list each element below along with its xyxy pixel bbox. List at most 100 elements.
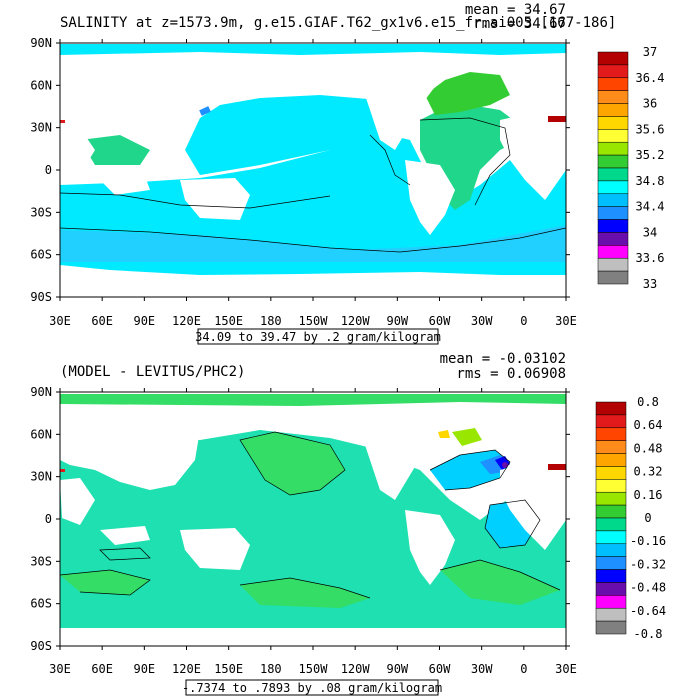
lat-label: 90S — [30, 639, 52, 653]
colorbar-swatch — [597, 270, 629, 285]
colorbar-label: 34 — [643, 225, 657, 239]
lon-label: 30E — [49, 314, 71, 328]
colorbar-label: 34.4 — [636, 200, 665, 214]
lat-label: 0 — [45, 512, 52, 526]
panel2-med-patch — [60, 469, 65, 472]
panel2-arctic — [60, 394, 566, 406]
lon-label: 0 — [520, 314, 527, 328]
colorbar-label: 35.6 — [636, 122, 665, 136]
colorbar-swatch — [595, 595, 627, 609]
panel2-atlantic-min — [502, 462, 508, 468]
lat-label: 60N — [30, 78, 52, 92]
lat-label: 30S — [30, 554, 52, 568]
colorbar-swatch — [597, 103, 629, 117]
colorbar-label: -0.48 — [630, 581, 666, 595]
panel1-south-band — [60, 225, 566, 262]
lon-label: 30E — [555, 314, 577, 328]
panel2-south-atlantic-green — [440, 560, 560, 605]
colorbar-swatch — [595, 466, 627, 480]
panel1-lat-axis: 90N 60N 30N 0 30S 60S 90S — [30, 36, 570, 304]
colorbar-swatch — [595, 530, 627, 545]
lon-label: 90E — [133, 314, 155, 328]
colorbar-swatch — [597, 116, 629, 130]
panel1-colorbar: 37 36.4 36 35.6 35.2 34.8 34.4 34 33.6 33 — [597, 45, 665, 291]
panel2-np-green — [240, 432, 345, 495]
colorbar-swatch — [595, 401, 627, 416]
lon-label: 60E — [91, 314, 113, 328]
panel2-labrador-yellow — [438, 430, 450, 438]
panel1-range-label: 34.09 to 39.47 by .2 gram/kilogram — [195, 330, 441, 344]
colorbar-label: 36.4 — [636, 71, 665, 85]
lon-label: 150E — [214, 314, 243, 328]
panel-salinity: SALINITY at z=1573.9m, g.e15.GIAF.T62_gx… — [30, 2, 665, 345]
panel2-title: (MODEL - LEVITUS/PHC2) — [60, 364, 245, 380]
lon-label: 180 — [260, 314, 282, 328]
lat-label: 90S — [30, 290, 52, 304]
lon-label: 150E — [214, 662, 243, 676]
panel1-indian-green — [80, 135, 150, 165]
lon-label: 30E — [49, 662, 71, 676]
colorbar-swatch — [597, 232, 629, 246]
colorbar-swatch — [595, 517, 627, 532]
lon-label: 90W — [386, 314, 408, 328]
colorbar-label: 33 — [643, 277, 657, 291]
colorbar-label: 0.48 — [634, 441, 663, 455]
colorbar-swatch — [595, 504, 627, 519]
colorbar-swatch — [597, 219, 629, 233]
panel1-atlantic-north — [425, 72, 510, 115]
colorbar-swatch — [595, 414, 627, 429]
lat-label: 60S — [30, 248, 52, 262]
colorbar-label: 0.32 — [634, 465, 663, 479]
panel1-contours — [60, 117, 566, 253]
colorbar-swatch — [595, 479, 627, 493]
colorbar-swatch — [595, 543, 627, 557]
colorbar-swatch — [595, 620, 627, 635]
colorbar-label: 0.16 — [634, 488, 663, 502]
panel1-map — [60, 43, 566, 297]
panel1-title: SALINITY at z=1573.9m, g.e15.GIAF.T62_gx… — [60, 15, 616, 31]
colorbar-swatch — [597, 257, 629, 272]
lat-label: 90N — [30, 36, 52, 50]
panel1-lon-axis: 30E 60E 90E 120E 150E 180 150W 120W 90W 60W 30W 0 30… — [49, 39, 577, 328]
panel2-lat-axis: 90N 60N 30N 0 30S 60S 90S — [30, 385, 570, 653]
colorbar-label: -0.16 — [630, 534, 666, 548]
colorbar-swatch — [595, 453, 627, 467]
colorbar-label: 35.2 — [636, 148, 665, 162]
colorbar-label: -0.32 — [630, 557, 666, 571]
colorbar-swatch — [595, 556, 627, 570]
colorbar-label: 0.8 — [637, 395, 659, 409]
colorbar-label: 0 — [644, 511, 651, 525]
colorbar-swatch — [597, 129, 629, 143]
colorbar-swatch — [595, 569, 627, 583]
panel2-ocean-field — [60, 430, 566, 628]
colorbar-swatch — [597, 193, 629, 207]
colorbar-label: 36 — [643, 97, 657, 111]
colorbar-label: -0.8 — [634, 627, 663, 641]
colorbar-swatch — [597, 206, 629, 220]
colorbar-swatch — [595, 491, 627, 506]
colorbar-swatch — [597, 154, 629, 169]
colorbar-swatch — [595, 582, 627, 596]
colorbar-swatch — [595, 427, 627, 441]
panel1-land — [60, 58, 566, 297]
panel-difference: (MODEL - LEVITUS/PHC2) mean = -0.03102 r… — [30, 351, 666, 696]
colorbar-label: 33.6 — [636, 251, 665, 265]
lat-label: 60N — [30, 427, 52, 441]
panel1-range-box — [197, 328, 439, 345]
lon-label: 120E — [172, 662, 201, 676]
colorbar-swatch — [597, 90, 629, 104]
lat-label: 90N — [30, 385, 52, 399]
panel2-contours — [60, 431, 561, 599]
panel2-rms: rms = 0.06908 — [456, 366, 566, 382]
panel1-rms: rms = 34.67 — [473, 16, 566, 32]
lon-label: 180 — [260, 662, 282, 676]
panel2-map — [60, 392, 566, 646]
lat-label: 30N — [30, 470, 52, 484]
lon-label: 60W — [429, 662, 451, 676]
colorbar-swatch — [597, 167, 629, 182]
lon-label: 150W — [299, 662, 329, 676]
panel2-red-sea-patch — [548, 464, 566, 470]
lon-label: 60W — [429, 314, 451, 328]
panel2-southern-green — [240, 578, 370, 608]
